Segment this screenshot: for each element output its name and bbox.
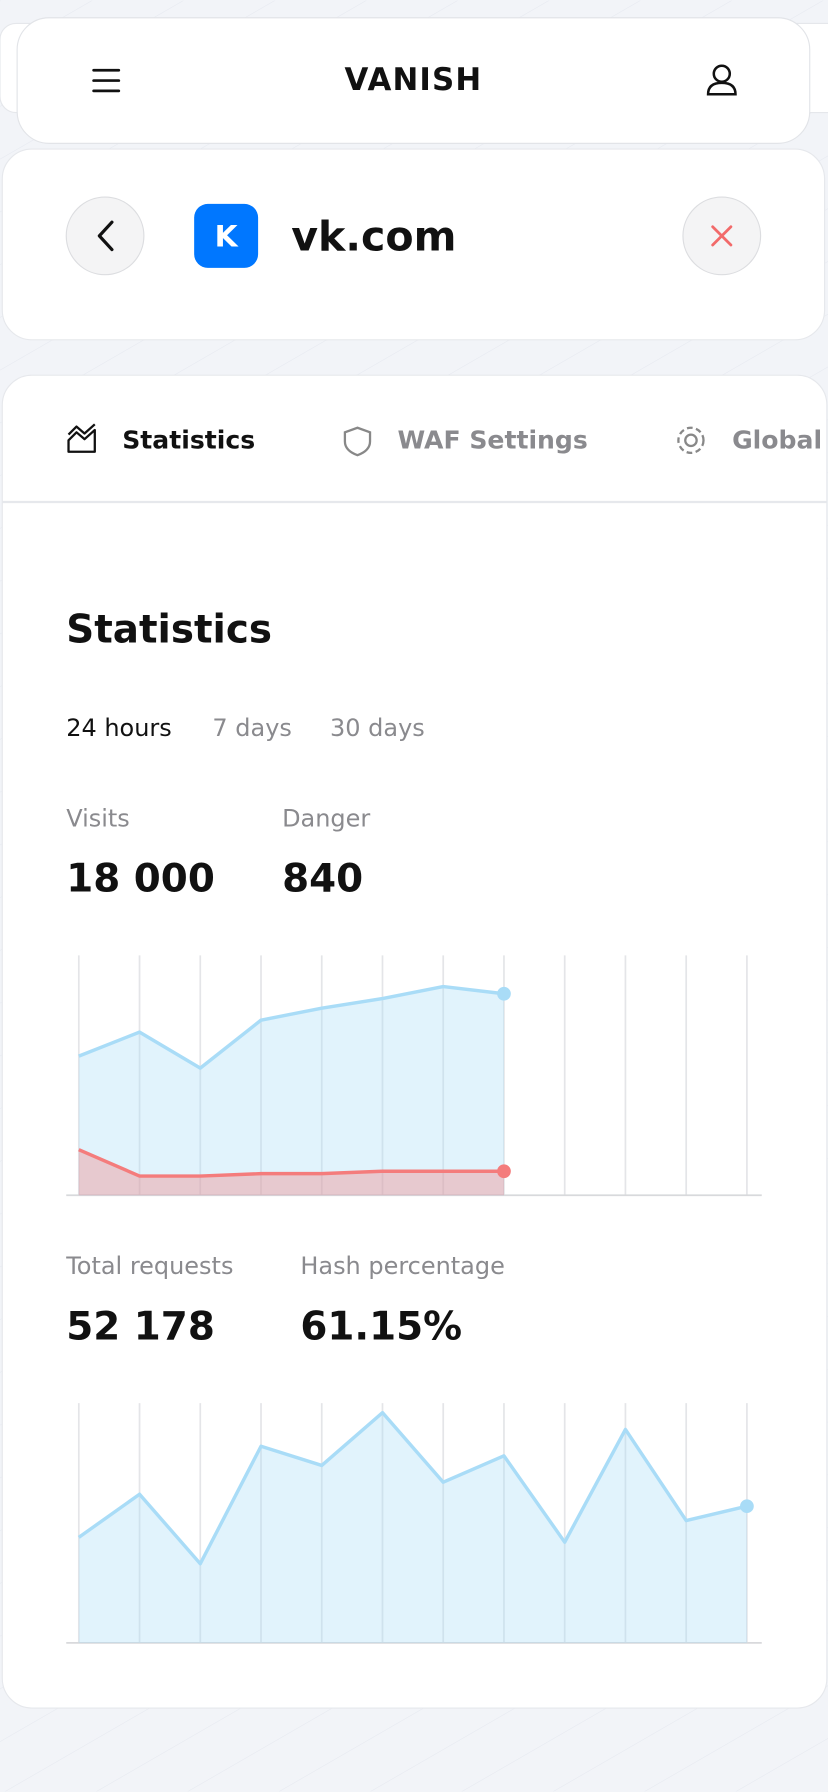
line <box>77 1410 748 1566</box>
profile-button[interactable] <box>706 64 737 96</box>
stat-value: 61.15% <box>300 1304 462 1349</box>
header-card <box>16 17 811 144</box>
main-card <box>1 374 828 1709</box>
shield-icon <box>343 426 372 457</box>
requests-chart <box>66 1403 762 1644</box>
line <box>78 1148 504 1178</box>
line <box>78 984 505 1070</box>
tab[interactable]: Statistics <box>122 425 255 454</box>
period[interactable]: 30 days <box>330 714 425 742</box>
period[interactable]: 7 days <box>212 714 291 742</box>
svg-text:K: K <box>215 220 239 255</box>
end-dot <box>497 1164 511 1179</box>
stat-value: 18 000 <box>66 857 215 902</box>
site-card <box>1 148 826 341</box>
area <box>78 1412 747 1643</box>
back-button[interactable] <box>65 196 145 276</box>
stat-label: Danger <box>282 804 370 832</box>
tab[interactable]: WAF Settings <box>397 425 587 454</box>
stat-label: Hash percentage <box>300 1252 504 1280</box>
area <box>78 1149 504 1196</box>
stat-label: Visits <box>66 804 130 832</box>
close-button[interactable] <box>682 196 762 276</box>
stat-value: 52 178 <box>66 1304 215 1349</box>
tab[interactable]: Global <box>732 425 822 454</box>
menu-button[interactable] <box>92 68 121 93</box>
stats-icon <box>67 423 96 453</box>
end-dot <box>497 986 511 1001</box>
section-title: Statistics <box>66 608 272 653</box>
brand: VANISH <box>345 62 483 98</box>
visits-chart <box>66 955 762 1197</box>
period[interactable]: 24 hours <box>66 714 172 742</box>
area <box>78 986 504 1196</box>
end-dot <box>740 1499 754 1514</box>
vk-logo: K <box>194 203 259 268</box>
stat-value: 840 <box>282 857 363 902</box>
gear-icon <box>677 426 705 455</box>
stat-label: Total requests <box>65 1252 233 1280</box>
site-name: vk.com <box>291 212 456 260</box>
